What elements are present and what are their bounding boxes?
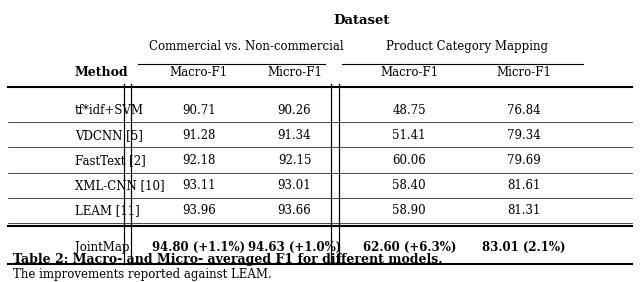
Text: 83.01 (2.1%): 83.01 (2.1%)	[482, 241, 566, 254]
Text: VDCNN [5]: VDCNN [5]	[75, 129, 143, 142]
Text: 58.90: 58.90	[392, 204, 426, 217]
Text: 90.26: 90.26	[278, 104, 311, 117]
Text: 94.80 (+1.1%): 94.80 (+1.1%)	[152, 241, 246, 254]
Text: 51.41: 51.41	[392, 129, 426, 142]
Text: 79.69: 79.69	[507, 154, 541, 167]
Text: Micro-F1: Micro-F1	[497, 66, 551, 79]
Text: 93.96: 93.96	[182, 204, 216, 217]
Text: Micro-F1: Micro-F1	[267, 66, 322, 79]
Text: JointMap: JointMap	[75, 241, 129, 254]
Text: 58.40: 58.40	[392, 179, 426, 192]
Text: FastText [2]: FastText [2]	[75, 154, 145, 167]
Text: 92.18: 92.18	[182, 154, 216, 167]
Text: Macro-F1: Macro-F1	[380, 66, 438, 79]
Text: 94.63 (+1.0%): 94.63 (+1.0%)	[248, 241, 341, 254]
Text: Table 2: Macro- and Micro- averaged F1 for different models.: Table 2: Macro- and Micro- averaged F1 f…	[13, 254, 442, 266]
Text: 93.11: 93.11	[182, 179, 216, 192]
Text: Product Category Mapping: Product Category Mapping	[385, 39, 548, 52]
Text: 62.60 (+6.3%): 62.60 (+6.3%)	[362, 241, 456, 254]
Text: Commercial vs. Non-commercial: Commercial vs. Non-commercial	[149, 39, 344, 52]
Text: 60.06: 60.06	[392, 154, 426, 167]
Text: LEAM [11]: LEAM [11]	[75, 204, 140, 217]
Text: The improvements reported against LEAM.: The improvements reported against LEAM.	[13, 268, 271, 281]
Text: 76.84: 76.84	[507, 104, 541, 117]
Text: 91.28: 91.28	[182, 129, 216, 142]
Text: 48.75: 48.75	[392, 104, 426, 117]
Text: 79.34: 79.34	[507, 129, 541, 142]
Text: 90.71: 90.71	[182, 104, 216, 117]
Text: 93.66: 93.66	[278, 204, 312, 217]
Text: 81.61: 81.61	[508, 179, 541, 192]
Text: 93.01: 93.01	[278, 179, 311, 192]
Text: Method: Method	[75, 66, 128, 79]
Text: Dataset: Dataset	[333, 14, 390, 27]
Text: 91.34: 91.34	[278, 129, 311, 142]
Text: tf*idf+SVM: tf*idf+SVM	[75, 104, 143, 117]
Text: Macro-F1: Macro-F1	[170, 66, 228, 79]
Text: 81.31: 81.31	[508, 204, 541, 217]
Text: 92.15: 92.15	[278, 154, 311, 167]
Text: XML-CNN [10]: XML-CNN [10]	[75, 179, 164, 192]
